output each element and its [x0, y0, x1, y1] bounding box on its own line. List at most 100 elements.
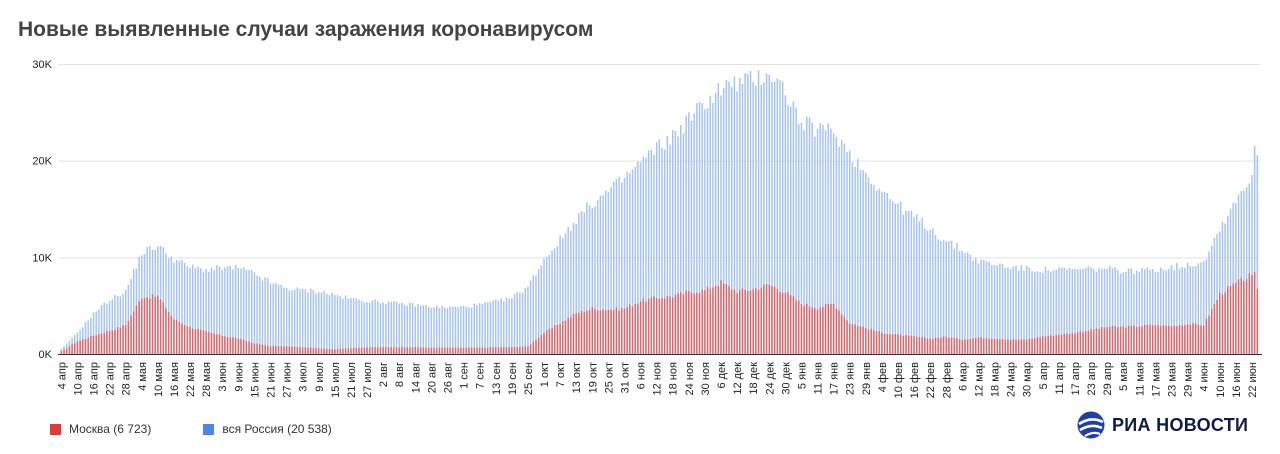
bar-russia	[1055, 269, 1057, 354]
bar-moscow	[173, 319, 175, 354]
bar-russia	[441, 306, 443, 354]
bar-moscow	[693, 293, 695, 354]
bar-russia	[1036, 271, 1039, 354]
bar-russia	[208, 272, 210, 354]
x-tick-label: 29 янв	[861, 362, 873, 395]
bar-moscow	[798, 300, 800, 354]
bar-moscow	[851, 323, 854, 354]
bar-russia	[1227, 215, 1229, 354]
bar-moscow	[1023, 339, 1025, 354]
bar-moscow	[1224, 292, 1226, 354]
bar-russia	[623, 178, 626, 354]
bar-moscow	[232, 337, 234, 354]
bar-moscow	[728, 285, 730, 354]
bar-russia	[637, 161, 639, 354]
bar-russia	[709, 95, 712, 354]
bar-moscow	[999, 339, 1001, 354]
bar-russia	[425, 304, 427, 354]
bar-russia	[1007, 267, 1009, 354]
bar-russia	[124, 289, 127, 354]
bar-russia	[427, 306, 430, 354]
bar-moscow	[151, 294, 154, 354]
bar-moscow	[666, 295, 669, 354]
bar-moscow	[942, 336, 945, 354]
x-tick-label: 3 июл	[298, 362, 310, 392]
x-tick-label: 30 мар	[1022, 362, 1034, 397]
x-tick-label: 22 фев	[925, 362, 937, 398]
bar-moscow	[106, 331, 108, 354]
bar-russia	[259, 276, 261, 354]
bar-moscow	[1133, 325, 1135, 354]
bar-russia	[342, 298, 344, 354]
bar-moscow	[84, 338, 87, 354]
bar-russia	[387, 301, 390, 354]
bar-russia	[599, 195, 602, 354]
bar-russia	[910, 210, 913, 354]
bar-russia	[326, 293, 328, 354]
bar-russia	[1141, 267, 1143, 354]
bar-moscow	[401, 347, 403, 354]
bar-russia	[873, 185, 875, 354]
bar-moscow	[540, 335, 543, 354]
bar-russia	[484, 302, 486, 354]
bar-moscow	[336, 349, 339, 354]
bar-moscow	[677, 293, 679, 354]
bar-moscow	[795, 300, 797, 354]
bar-russia	[629, 173, 631, 354]
bar-russia	[452, 306, 454, 354]
bar-moscow	[237, 338, 240, 354]
bar-russia	[478, 303, 481, 354]
bar-moscow	[875, 331, 878, 354]
x-tick-label: 2 авг	[378, 362, 390, 387]
bar-russia	[905, 210, 907, 354]
bar-russia	[119, 296, 122, 354]
x-tick-label: 26 авг	[443, 362, 455, 393]
bar-russia	[513, 294, 516, 354]
x-tick-label: 7 сен	[475, 362, 487, 389]
bar-russia	[296, 287, 299, 354]
bar-russia	[814, 136, 816, 354]
bar-russia	[406, 305, 408, 354]
bar-moscow	[339, 348, 341, 354]
bar-russia	[360, 300, 363, 354]
bar-russia	[647, 150, 650, 354]
bar-moscow	[966, 339, 969, 354]
bar-moscow	[988, 338, 990, 354]
bar-moscow	[800, 304, 803, 354]
bar-russia	[685, 115, 687, 354]
bar-russia	[267, 278, 269, 354]
x-tick-label: 18 дек	[748, 362, 760, 395]
bar-russia	[926, 230, 929, 354]
bar-moscow	[993, 339, 996, 354]
bar-russia	[677, 136, 679, 354]
bar-russia	[945, 241, 947, 354]
bar-moscow	[489, 347, 492, 354]
bar-moscow	[234, 337, 237, 354]
bar-moscow	[192, 328, 194, 354]
bar-moscow	[1052, 335, 1055, 354]
bar-russia	[1253, 146, 1256, 354]
bar-moscow	[556, 325, 559, 354]
bar-moscow	[883, 333, 886, 354]
bar-moscow	[736, 293, 738, 354]
bar-russia	[393, 301, 395, 354]
bar-moscow	[902, 335, 905, 354]
bar-russia	[275, 282, 277, 354]
x-tick-label: 21 июл	[346, 362, 358, 398]
bar-moscow	[559, 323, 561, 354]
bar-russia	[1125, 271, 1127, 354]
bar-russia	[607, 192, 610, 354]
bar-russia	[430, 307, 433, 354]
bar-russia	[366, 302, 368, 354]
bar-moscow	[910, 335, 913, 354]
bar-moscow	[1106, 327, 1108, 354]
bar-moscow	[733, 289, 736, 354]
bar-russia	[808, 117, 811, 354]
bar-moscow	[854, 324, 856, 354]
bar-russia	[725, 80, 728, 354]
bar-russia	[1178, 268, 1181, 354]
bar-moscow	[690, 292, 693, 354]
bar-russia	[1168, 268, 1170, 354]
bar-russia	[1042, 272, 1044, 354]
bar-moscow	[918, 337, 921, 354]
